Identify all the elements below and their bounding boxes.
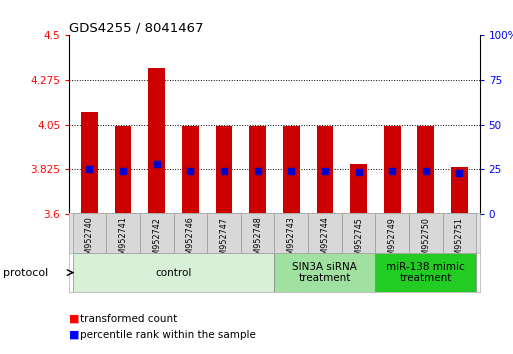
FancyBboxPatch shape <box>207 213 241 253</box>
Bar <box>148 68 165 214</box>
Bar <box>283 126 300 214</box>
FancyBboxPatch shape <box>140 213 173 253</box>
Text: GSM952751: GSM952751 <box>455 217 464 266</box>
Text: GSM952748: GSM952748 <box>253 217 262 266</box>
Text: GSM952746: GSM952746 <box>186 217 195 266</box>
Bar <box>115 126 131 214</box>
FancyBboxPatch shape <box>443 213 476 253</box>
Text: GSM952744: GSM952744 <box>321 217 329 266</box>
FancyBboxPatch shape <box>409 213 443 253</box>
Point <box>321 168 329 174</box>
Text: SIN3A siRNA
treatment: SIN3A siRNA treatment <box>292 262 358 284</box>
Text: GSM952741: GSM952741 <box>119 217 128 266</box>
Text: GSM952742: GSM952742 <box>152 217 161 266</box>
Point <box>287 168 295 174</box>
Bar <box>451 167 468 214</box>
Text: GSM952743: GSM952743 <box>287 217 296 266</box>
Text: GSM952747: GSM952747 <box>220 217 228 266</box>
Bar <box>182 126 199 214</box>
Point <box>354 169 363 175</box>
FancyBboxPatch shape <box>241 213 274 253</box>
Point <box>253 168 262 174</box>
FancyBboxPatch shape <box>274 213 308 253</box>
Text: GSM952740: GSM952740 <box>85 217 94 266</box>
Text: ■: ■ <box>69 314 80 324</box>
Bar <box>384 126 401 214</box>
Bar <box>350 164 367 214</box>
Bar <box>249 126 266 214</box>
Text: transformed count: transformed count <box>80 314 177 324</box>
Text: percentile rank within the sample: percentile rank within the sample <box>80 330 255 339</box>
Point <box>220 168 228 174</box>
FancyBboxPatch shape <box>106 213 140 253</box>
Point <box>456 170 464 176</box>
Text: GDS4255 / 8041467: GDS4255 / 8041467 <box>69 21 204 34</box>
Text: control: control <box>155 268 192 278</box>
Text: protocol: protocol <box>3 268 48 278</box>
FancyBboxPatch shape <box>173 213 207 253</box>
Text: GSM952745: GSM952745 <box>354 217 363 266</box>
FancyBboxPatch shape <box>308 213 342 253</box>
Point <box>186 168 194 174</box>
Bar <box>317 126 333 214</box>
Bar <box>215 126 232 214</box>
FancyBboxPatch shape <box>73 213 106 253</box>
Point <box>388 168 397 174</box>
Point <box>119 168 127 174</box>
Point <box>152 162 161 167</box>
Text: miR-138 mimic
treatment: miR-138 mimic treatment <box>386 262 465 284</box>
Point <box>85 166 93 171</box>
Bar <box>81 112 98 214</box>
FancyBboxPatch shape <box>376 213 409 253</box>
Point <box>422 168 430 174</box>
FancyBboxPatch shape <box>376 253 476 292</box>
FancyBboxPatch shape <box>274 253 376 292</box>
FancyBboxPatch shape <box>342 213 376 253</box>
Text: GSM952750: GSM952750 <box>421 217 430 266</box>
FancyBboxPatch shape <box>73 253 274 292</box>
Bar <box>418 126 434 214</box>
Text: GSM952749: GSM952749 <box>388 217 397 266</box>
Text: ■: ■ <box>69 330 80 339</box>
